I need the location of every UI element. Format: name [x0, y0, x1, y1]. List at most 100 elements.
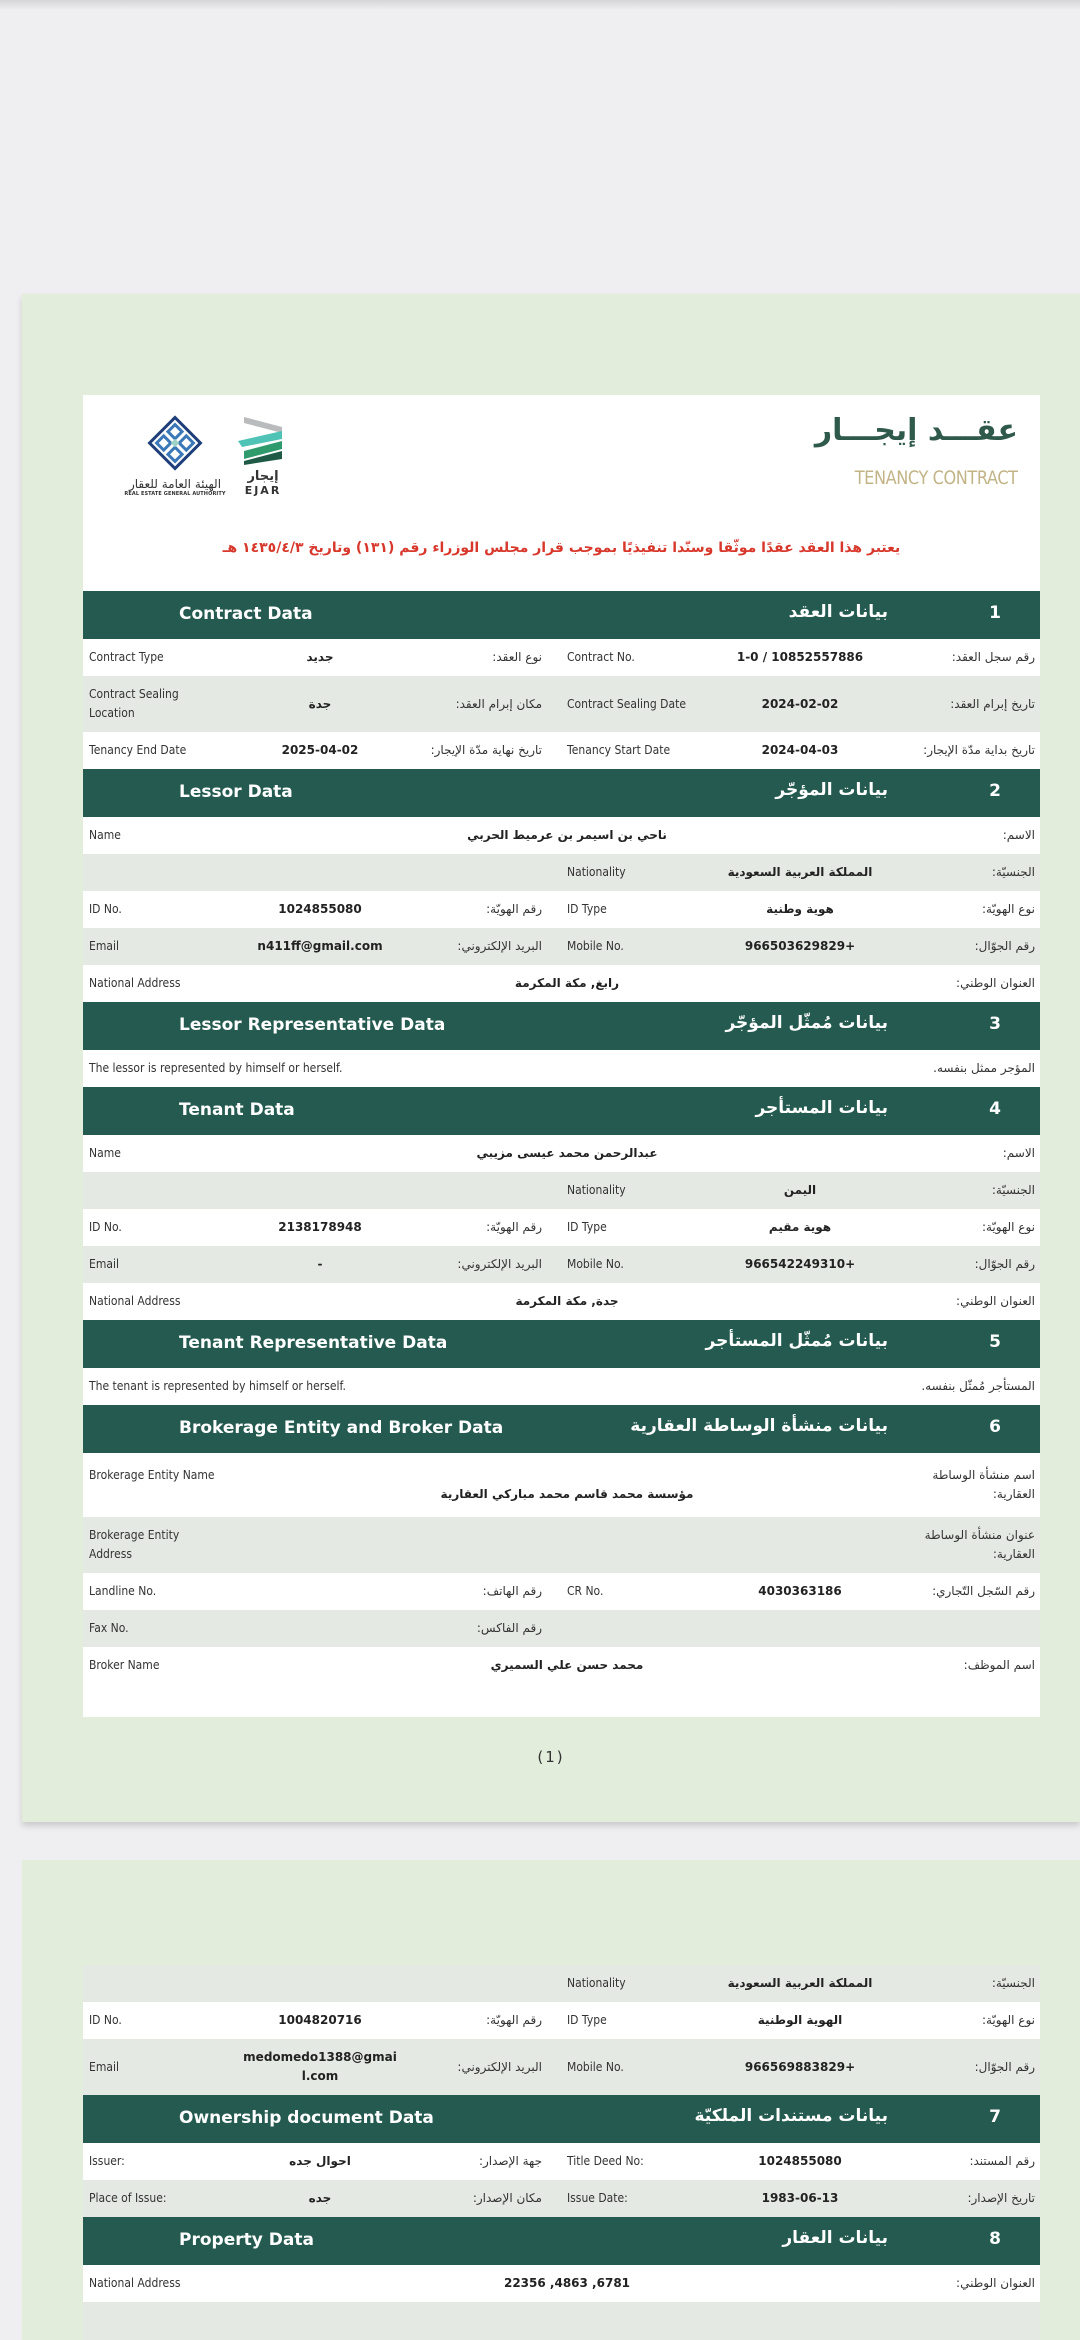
table-row: The lessor is represented by himself or …	[83, 1050, 1040, 1087]
field-label-en: Landline No.	[89, 1584, 157, 1598]
field-value: المملكة العربية السعودية	[727, 1976, 873, 1990]
field-label-en: ID No.	[89, 1220, 122, 1234]
table-row: Broker Name محمد حسن علي السميري اسم الموظ…	[83, 1647, 1040, 1705]
table-row-empty	[83, 2302, 1040, 2340]
rega-logo-english: REAL ESTATE GENERAL AUTHORITY	[124, 491, 226, 497]
field-label-ar: البريد الإلكتروني:	[457, 2059, 542, 2074]
field-label-en: Nationality	[567, 1976, 626, 1990]
field-label-ar: نوع الهويّة:	[981, 1220, 1035, 1234]
field-value: هوية مقيم	[768, 1220, 832, 1234]
field-label-en: Contract Sealing Location	[89, 687, 179, 720]
field-label-ar: العنوان الوطني:	[956, 976, 1035, 990]
field-value: +966503629829	[744, 939, 856, 953]
field-label-ar: رقم الجوّال:	[974, 1257, 1035, 1271]
table-row: Brokerage Entity Address عنوان منشأة الوس…	[83, 1517, 1040, 1573]
field-value: جديد	[306, 650, 334, 664]
representation-note-ar: المستأجر مُمثّل بنفسه.	[921, 1379, 1035, 1393]
field-label-en: ID Type	[567, 1220, 607, 1234]
field-value: 1983-06-13	[761, 2191, 839, 2205]
field-label-en: Email	[89, 939, 119, 953]
section-title-ar: بيانات مستندات الملكيّة	[694, 2106, 888, 2126]
table-row: National Address رابغ, مكة المكرمة العنوان…	[83, 965, 1040, 1002]
field-value: جده	[308, 2191, 332, 2205]
representation-note-ar: المؤجر ممثل بنفسه.	[933, 1061, 1035, 1075]
field-label-en: Mobile No.	[567, 2059, 624, 2074]
page-number: (1)	[537, 1748, 565, 1766]
field-label-en: ID No.	[89, 2013, 122, 2027]
section-title-ar: بيانات المستأجر	[755, 1098, 888, 1118]
field-label-en: Tenancy End Date	[89, 743, 187, 757]
contract-document-page2: Nationality المملكة العربية السعودية الجنس…	[83, 1965, 1040, 2340]
section-title-ar: بيانات منشأة الوساطة العقارية	[630, 1416, 888, 1436]
field-label-ar: اسم منشأة الوساطة العقارية:	[932, 1468, 1035, 1501]
contract-page-2: Nationality المملكة العربية السعودية الجنس…	[22, 1860, 1080, 2340]
field-value: 6781, 4863, 22356	[503, 2276, 631, 2290]
section-title-en: Brokerage Entity and Broker Data	[179, 1418, 504, 1438]
field-value: جدة	[308, 696, 332, 711]
table-row: Brokerage Entity Name مؤسسة محمد قاسم محم…	[83, 1453, 1040, 1517]
section-title-en: Lessor Representative Data	[179, 1015, 446, 1035]
field-value: 1024855080	[758, 2154, 842, 2168]
field-label-en: Fax No.	[89, 1621, 129, 1635]
section-header-2: Lessor Data بيانات المؤجّر 2	[83, 769, 1040, 817]
field-label-ar: نوع الهويّة:	[981, 2013, 1035, 2027]
section-header-7: Ownership document Data بيانات مستندات ال…	[83, 2095, 1040, 2143]
field-label-ar: الجنسيّة:	[991, 1976, 1035, 1990]
field-label-en: Tenancy Start Date	[567, 743, 671, 757]
ejar-logo-english: EJAR	[244, 484, 282, 497]
table-row: Fax No. رقم الفاكس:	[83, 1610, 1040, 1647]
table-row: Place of Issue: جده مكان الإصدار: Issue Dat…	[83, 2180, 1040, 2217]
section-number: 8	[989, 2229, 1001, 2249]
field-label-ar: رقم السّجل التّجاري:	[932, 1584, 1035, 1598]
field-label-en: Email	[89, 1257, 119, 1271]
table-row: Name ناحي بن اسيمر بن عرميط الحربي الاسم:	[83, 817, 1040, 854]
field-label-ar: تاريخ إبرام العقد:	[950, 696, 1035, 711]
section-title-en: Property Data	[179, 2230, 314, 2250]
section-number: 2	[989, 781, 1001, 801]
field-label-ar: البريد الإلكتروني:	[457, 1257, 542, 1271]
field-value: +966542249310	[744, 1257, 856, 1271]
field-label-en: Mobile No.	[567, 939, 624, 953]
contract-page-1: الهيئة العامة للعقار REAL ESTATE GENERAL…	[22, 294, 1080, 1822]
section-number: 5	[989, 1332, 1001, 1352]
ejar-logo: إيجار EJAR	[238, 415, 288, 497]
title-arabic: عقـــد إيجـــار	[814, 413, 1018, 448]
field-value: محمد حسن علي السميري	[490, 1658, 644, 1672]
field-value: الهوية الوطنية	[757, 2013, 843, 2027]
table-row: Email medomedo1388@gmail.com البريد الإلكت…	[83, 2039, 1040, 2095]
table-row: ID No. 2138178948 رقم الهويّة: ID Type هوية …	[83, 1209, 1040, 1246]
top-shadow	[0, 0, 1080, 10]
section-title-en: Lessor Data	[179, 782, 293, 802]
field-value: 2138178948	[278, 1220, 362, 1234]
field-value: +966569883829	[744, 2059, 856, 2074]
section-number: 6	[989, 1417, 1001, 1437]
section-title-en: Tenant Data	[179, 1100, 295, 1120]
field-value: 1004820716	[278, 2013, 362, 2027]
table-row: National Address جدة, مكة المكرمة العنوان …	[83, 1283, 1040, 1320]
field-label-en: Nationality	[567, 865, 626, 879]
table-row: Nationality اليمن الجنسيّة:	[83, 1172, 1040, 1209]
field-label-en: Contract Type	[89, 650, 164, 664]
section-number: 7	[989, 2107, 1001, 2127]
field-label-ar: اسم الموظف:	[963, 1658, 1035, 1672]
field-label-en: Name	[89, 828, 121, 842]
table-row: The tenant is represented by himself or …	[83, 1368, 1040, 1405]
field-label-en: Broker Name	[89, 1658, 160, 1672]
field-label-en: Title Deed No:	[567, 2154, 644, 2168]
field-value: ناحي بن اسيمر بن عرميط الحربي	[467, 828, 667, 842]
section-title-en: Contract Data	[179, 604, 313, 624]
section-title-en: Tenant Representative Data	[179, 1333, 448, 1353]
table-row: Issuer: احوال جده جهة الإصدار: Title Deed N…	[83, 2143, 1040, 2180]
ejar-logo-arabic: إيجار	[247, 469, 279, 484]
field-label-ar: نوع العقد:	[492, 650, 542, 664]
field-label-en: Email	[89, 2059, 119, 2074]
field-label-en: CR No.	[567, 1584, 604, 1598]
rega-logo-arabic: الهيئة العامة للعقار	[128, 477, 222, 491]
section-header-8: Property Data بيانات العقار 8	[83, 2217, 1040, 2265]
field-label-ar: مكان إبرام العقد:	[455, 696, 542, 711]
field-label-ar: رقم سجل العقد:	[951, 650, 1035, 664]
field-label-ar: الجنسيّة:	[991, 865, 1035, 879]
table-row: Contract Type جديد نوع العقد: Contract No. 1…	[83, 639, 1040, 676]
field-label-ar: تاريخ نهاية مدّة الإيجار:	[430, 743, 542, 757]
field-label-en: National Address	[89, 2276, 181, 2290]
